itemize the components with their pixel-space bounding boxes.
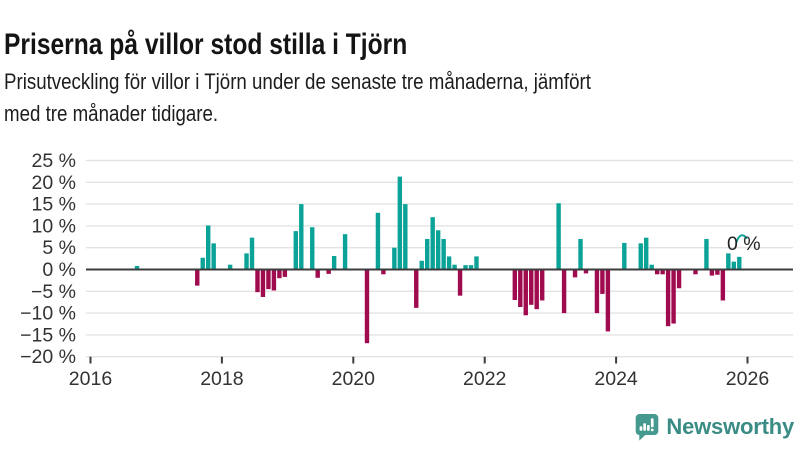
- bar-2020-05: [375, 212, 381, 270]
- bar-2022-09: [529, 269, 534, 305]
- bar-2024-07: [649, 264, 654, 270]
- bar-2017-09: [200, 257, 205, 270]
- bar-2018-02: [227, 264, 233, 270]
- bar-2021-04: [435, 230, 441, 270]
- x-tick-label: 2022: [463, 368, 506, 390]
- bar-2019-05: [310, 227, 315, 270]
- bar-2024-08: [654, 269, 660, 275]
- bar-2023-07: [583, 269, 589, 274]
- bar-2018-08: [260, 269, 266, 297]
- bar-2020-12: [414, 269, 419, 308]
- y-tick-label: 5 %: [42, 237, 76, 259]
- bar-2018-12: [282, 269, 288, 277]
- bar-2016-09: [134, 266, 140, 270]
- bar-2018-09: [266, 269, 271, 290]
- bar-2021-08: [457, 269, 463, 296]
- bar-2019-02: [293, 231, 299, 270]
- bar-2023-11: [605, 269, 611, 332]
- y-tick-label: 0 %: [42, 259, 76, 281]
- x-tick-label: 2024: [594, 368, 638, 390]
- bar-2022-10: [534, 269, 539, 310]
- bar-2025-10: [731, 261, 737, 270]
- newsworthy-wordmark: Newsworthy: [666, 414, 794, 439]
- y-tick-label: −10 %: [20, 303, 76, 325]
- x-tick-label: 2026: [726, 368, 769, 390]
- bar-2022-07: [518, 269, 523, 307]
- bar-2019-03: [299, 204, 304, 270]
- bar-2024-06: [644, 237, 649, 270]
- bar-2021-09: [463, 265, 468, 270]
- bar-2023-06: [578, 238, 583, 270]
- bar-2025-07: [715, 269, 720, 275]
- bar-2018-10: [271, 269, 277, 291]
- bar-2025-11: [737, 256, 742, 270]
- bar-2025-06: [709, 269, 715, 276]
- bar-2019-08: [326, 269, 331, 274]
- bar-2018-07: [255, 269, 260, 293]
- bar-2022-11: [539, 269, 545, 301]
- bar-2020-10: [403, 204, 408, 270]
- bar-2017-11: [211, 243, 216, 270]
- bar-2020-09: [397, 176, 403, 270]
- bar-2019-06: [315, 269, 320, 278]
- annotation-callout-curve: [735, 234, 748, 243]
- y-tick-label: 15 %: [32, 194, 76, 216]
- newsworthy-logo: Newsworthy: [635, 413, 794, 441]
- bar-2017-10: [206, 225, 211, 270]
- subtitle-line-2: med tre månader tidigare.: [4, 101, 219, 126]
- bar-2018-05: [244, 253, 249, 270]
- chart-subtitle: Prisutveckling för villor i Tjörn under …: [4, 66, 591, 130]
- page-title: Priserna på villor stod stilla i Tjörn: [4, 28, 408, 62]
- y-tick-label: 10 %: [32, 215, 76, 237]
- bar-2025-05: [704, 238, 709, 270]
- bar-2021-01: [419, 260, 424, 270]
- y-tick-label: −15 %: [20, 324, 76, 346]
- x-tick-label: 2018: [200, 368, 243, 390]
- bar-2018-11: [277, 269, 282, 279]
- bar-2023-02: [556, 203, 561, 270]
- latest-value-label: 0 %: [727, 233, 761, 255]
- bar-2024-05: [638, 243, 643, 270]
- bar-2021-02: [425, 238, 430, 270]
- bar-2024-12: [676, 269, 682, 289]
- newsworthy-chart-bubble-icon: [636, 414, 659, 441]
- bar-2025-09: [726, 253, 731, 270]
- bar-2022-06: [512, 269, 518, 301]
- bar-2020-03: [364, 269, 370, 344]
- y-tick-label: −5 %: [31, 281, 76, 303]
- bar-2021-05: [441, 238, 446, 270]
- bar-2022-08: [523, 269, 528, 316]
- bar-2021-03: [430, 217, 435, 270]
- y-tick-label: −20 %: [20, 346, 76, 368]
- bar-2021-10: [468, 265, 474, 270]
- bar-2020-06: [381, 269, 386, 275]
- y-tick-label: 25 %: [32, 150, 76, 172]
- bar-2021-07: [452, 264, 457, 270]
- bar-2023-05: [572, 269, 578, 278]
- bar-2024-02: [622, 242, 627, 270]
- y-tick-label: 20 %: [32, 172, 76, 194]
- x-tick-label: 2016: [69, 368, 112, 390]
- bar-2024-11: [671, 269, 676, 324]
- bar-2019-11: [342, 234, 348, 270]
- bar-2024-10: [665, 269, 671, 327]
- bar-2023-09: [594, 269, 600, 314]
- bar-2021-06: [446, 256, 452, 270]
- price-development-bar-chart: 2016 2018 2020 2022 2024 2026 25 %20 %15 %10 %…: [20, 150, 793, 390]
- bar-2025-08: [720, 269, 726, 301]
- bar-2023-03: [561, 269, 567, 314]
- bar-2017-08: [195, 269, 200, 286]
- bar-2023-10: [600, 269, 605, 294]
- bar-2025-03: [693, 269, 698, 275]
- bar-2020-08: [392, 247, 397, 270]
- bar-2024-09: [660, 269, 665, 275]
- x-tick-label: 2020: [332, 368, 376, 390]
- subtitle-line-1: Prisutveckling för villor i Tjörn under …: [4, 69, 591, 94]
- bar-2019-09: [331, 255, 337, 270]
- bar-2021-11: [474, 256, 479, 270]
- bar-2018-06: [249, 237, 255, 270]
